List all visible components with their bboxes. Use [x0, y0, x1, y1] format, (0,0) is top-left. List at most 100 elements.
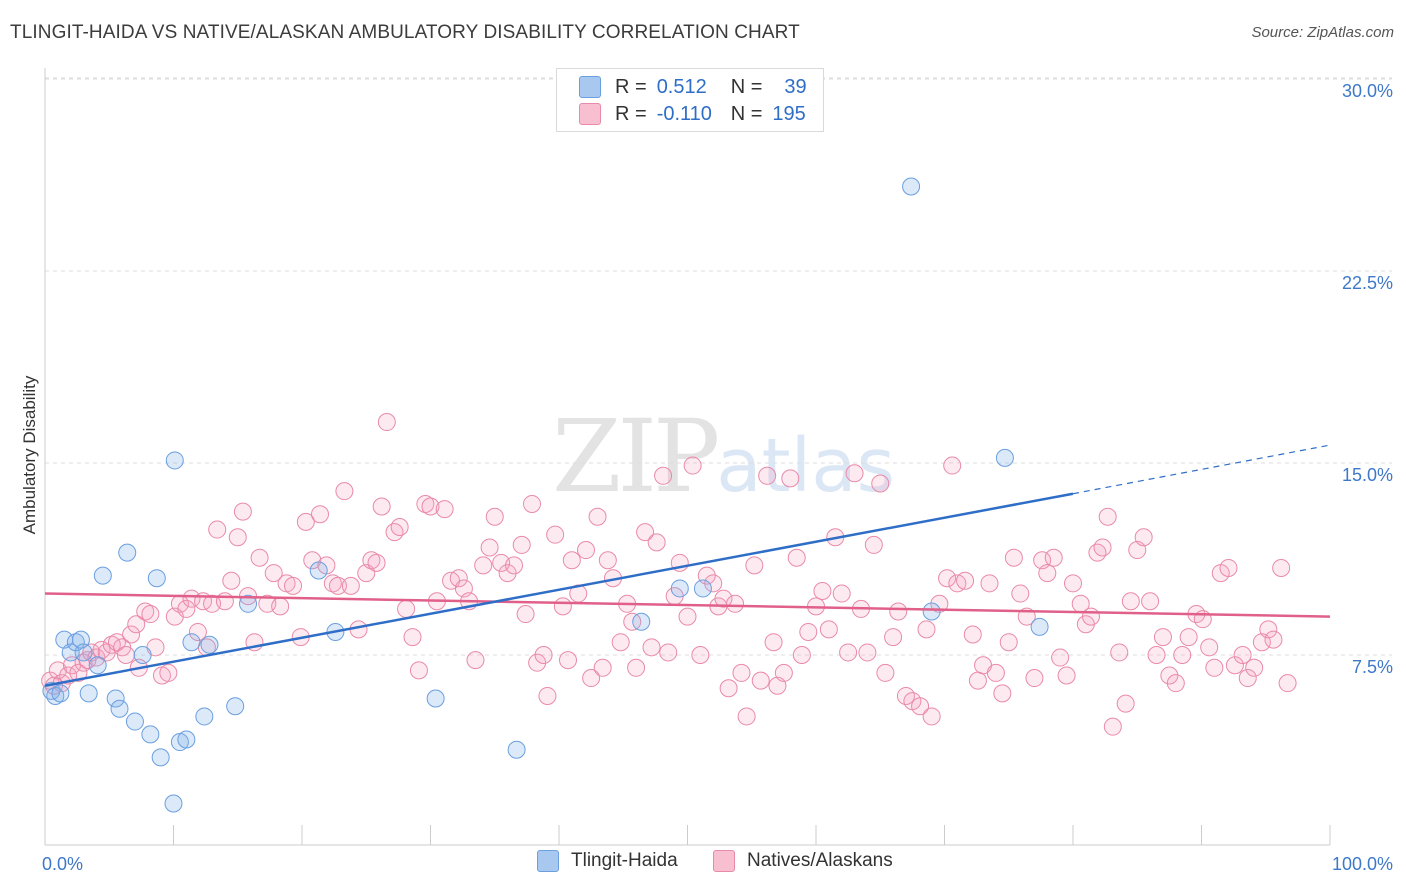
tlingit-point: [200, 635, 219, 654]
natives-point: [751, 671, 770, 690]
natives-point: [1179, 628, 1198, 647]
natives-point: [512, 535, 531, 554]
natives-point: [127, 615, 146, 634]
tlingit-point: [46, 686, 65, 705]
y-tick-label: 15.0%: [1342, 465, 1393, 485]
natives-point: [1051, 648, 1070, 667]
natives-point: [328, 576, 347, 595]
tlingit-point: [226, 697, 245, 716]
natives-point: [335, 482, 354, 501]
legend-r-value: 0.512: [656, 75, 707, 98]
natives-point: [480, 538, 499, 557]
natives-point: [884, 628, 903, 647]
natives-point: [215, 592, 234, 611]
tlingit-point: [110, 699, 129, 718]
natives-point: [691, 646, 710, 664]
natives-point: [69, 663, 88, 682]
natives-point: [781, 469, 800, 488]
natives-point: [1200, 638, 1219, 657]
natives-point: [1098, 507, 1117, 526]
natives-point: [647, 533, 666, 552]
natives-point: [1121, 592, 1140, 611]
watermark-atlas: atlas: [716, 423, 896, 509]
natives-point: [813, 582, 832, 600]
natives-point: [177, 599, 196, 618]
natives-point: [116, 646, 135, 664]
tlingit-point: [106, 689, 125, 708]
natives-point: [968, 671, 987, 690]
natives-point: [449, 569, 468, 588]
natives-point: [956, 571, 975, 590]
correlation-legend: R = 0.512 N = 39 R = -0.110 N = 195: [556, 68, 824, 132]
natives-point: [1103, 717, 1122, 736]
legend-n-value: 195: [772, 102, 806, 125]
natives-point: [792, 646, 811, 664]
tlingit-point: [118, 543, 137, 562]
tlingit-point: [195, 707, 214, 726]
legend-swatch-natives: [579, 103, 601, 125]
watermark-zip: ZIP: [552, 398, 720, 515]
natives-point: [534, 646, 553, 664]
natives-point: [403, 628, 422, 647]
natives-point: [296, 512, 315, 531]
bottom-legend-label-natives: Natives/Alaskans: [747, 850, 893, 871]
natives-point: [922, 707, 941, 726]
natives-point: [1011, 584, 1030, 603]
natives-point: [582, 669, 601, 688]
legend-row-tlingit: R = 0.512 N = 39: [579, 74, 807, 100]
natives-point: [485, 507, 504, 526]
natives-point: [642, 638, 661, 657]
natives-point: [421, 497, 440, 516]
natives-point: [377, 413, 396, 432]
natives-point: [284, 576, 303, 595]
natives-point: [714, 589, 733, 608]
natives-point: [611, 633, 630, 652]
natives-point: [141, 605, 160, 624]
natives-point: [943, 456, 962, 475]
tlingit-point: [147, 569, 166, 588]
bottom-legend-natives: Natives/Alaskans: [713, 850, 893, 872]
tlingit-point: [88, 656, 107, 675]
natives-point: [980, 574, 999, 593]
natives-point: [963, 625, 982, 644]
natives-point: [588, 507, 607, 526]
natives-point: [303, 551, 322, 570]
bottom-legend-swatch-tlingit: [537, 850, 559, 872]
natives-point: [1245, 658, 1264, 677]
legend-row-natives: R = -0.110 N = 195: [579, 101, 806, 127]
natives-point: [1272, 558, 1291, 577]
natives-point: [1093, 538, 1112, 557]
natives-point: [654, 466, 673, 485]
natives-point: [726, 594, 745, 613]
natives-point: [636, 523, 655, 542]
natives-point: [938, 569, 957, 588]
tlingit-point: [693, 579, 712, 598]
natives-point: [1160, 666, 1179, 685]
natives-point: [1259, 620, 1278, 639]
natives-point: [986, 663, 1005, 682]
natives-point: [390, 518, 409, 536]
natives-point: [1134, 528, 1153, 547]
natives-point: [1147, 646, 1166, 664]
tlingit-point: [309, 561, 328, 580]
tlingit-point: [902, 177, 921, 196]
natives-point: [341, 576, 360, 595]
natives-point: [845, 464, 864, 483]
tlingit-point: [74, 643, 93, 662]
natives-point: [435, 500, 454, 519]
source-credit: Source: ZipAtlas.com: [1251, 24, 1394, 41]
x-tick-label: 0.0%: [42, 854, 83, 874]
natives-point: [889, 602, 908, 621]
tlingit-point: [61, 643, 80, 662]
natives-point: [1057, 666, 1076, 685]
bottom-legend-tlingit: Tlingit-Haida: [537, 850, 678, 872]
natives-point: [1233, 646, 1252, 664]
natives-point: [409, 661, 428, 680]
natives-point: [498, 564, 517, 583]
natives-point: [1264, 630, 1283, 649]
natives-point: [832, 584, 851, 603]
natives-point: [627, 658, 646, 677]
natives-point: [159, 663, 178, 682]
natives-point: [208, 520, 227, 539]
tlingit-point: [507, 740, 526, 759]
